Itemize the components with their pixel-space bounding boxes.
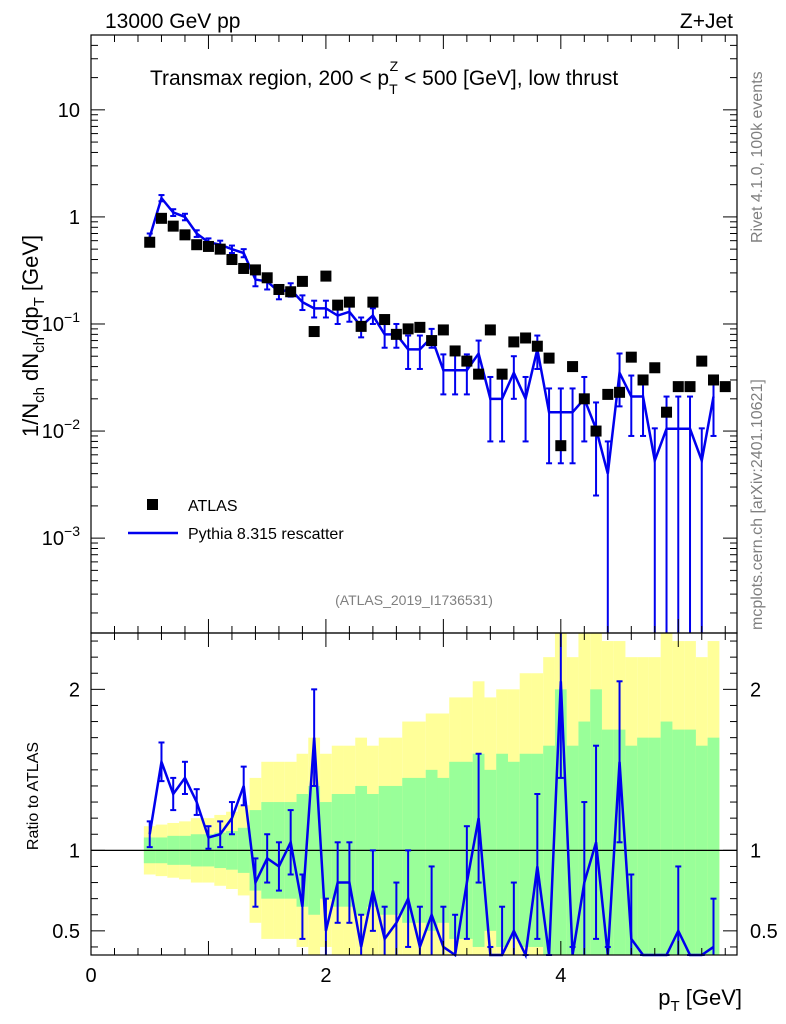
atlas-data-point xyxy=(179,229,191,241)
ratio-ytick-label-right: 2 xyxy=(750,679,761,701)
ratio-band-inner xyxy=(660,721,673,955)
axes-frames: 0 2 4 10−3 10−2 10−1 1 10 0.5 0.5 1 1 2 2 xyxy=(42,34,778,987)
ratio-ytick-label: 0.5 xyxy=(52,921,80,943)
atlas-data-point xyxy=(520,332,532,344)
atlas-data-point xyxy=(719,381,731,393)
atlas-data-point xyxy=(637,374,649,386)
atlas-data-point xyxy=(672,381,684,393)
atlas-data-point xyxy=(226,254,238,266)
atlas-data-point xyxy=(249,264,261,276)
atlas-data-point xyxy=(649,362,661,374)
legend: ATLAS Pythia 8.315 rescatter xyxy=(128,498,344,543)
rivet-label: Rivet 4.1.0, 100k events xyxy=(749,71,766,243)
main-ytick-label: 10−2 xyxy=(42,416,80,443)
ratio-band-inner xyxy=(684,729,696,955)
atlas-data-point xyxy=(379,314,391,326)
atlas-data-point xyxy=(390,328,402,340)
atlas-data-point xyxy=(461,355,473,367)
atlas-data-point xyxy=(578,393,590,405)
title-part2: < 500 [GeV], low thrust xyxy=(398,67,618,90)
atlas-data-point xyxy=(590,425,602,437)
main-ylabel: 1/Nch dNch/dpT [GeV] xyxy=(18,235,48,437)
mcplots-label: mcplots.cern.ch [arXiv:2401.10621] xyxy=(749,379,766,630)
atlas-data-point xyxy=(355,320,367,332)
atlas-data-point xyxy=(273,283,285,295)
xtick-label: 4 xyxy=(555,965,566,987)
atlas-data-point xyxy=(202,240,214,252)
atlas-data-point xyxy=(567,361,579,373)
atlas-data-point xyxy=(144,236,156,248)
atlas-data-point xyxy=(155,212,167,224)
main-ytick-label: 10−3 xyxy=(42,523,80,550)
ratio-band-inner xyxy=(648,737,661,955)
process-label: Z+Jet xyxy=(680,10,733,33)
atlas-data-point xyxy=(473,368,485,380)
atlas-data-point xyxy=(285,286,297,298)
main-ytick-label: 1 xyxy=(69,207,80,229)
legend-atlas-label: ATLAS xyxy=(188,498,238,515)
atlas-data-point xyxy=(308,326,320,338)
atlas-data-point xyxy=(484,324,496,336)
main-ytick-label: 10−1 xyxy=(42,309,80,336)
atlas-data-point xyxy=(684,381,696,393)
ratio-ytick-label-right: 1 xyxy=(750,840,761,862)
atlas-data-point xyxy=(296,275,308,287)
title-sup: Z xyxy=(390,58,399,74)
atlas-data-point xyxy=(508,336,520,348)
ratio-band-inner xyxy=(601,729,614,955)
ratio-band-inner xyxy=(707,737,720,955)
atlas-data-point xyxy=(555,440,567,452)
atlas-data-point xyxy=(167,220,179,232)
legend-atlas-marker xyxy=(147,499,158,510)
atlas-data-point xyxy=(343,296,355,308)
region-title: Transmax region, 200 < pTZ < 500 [GeV], … xyxy=(150,58,618,97)
legend-mc-label: Pythia 8.315 rescatter xyxy=(188,526,344,543)
ratio-ytick-label: 2 xyxy=(69,679,80,701)
atlas-data-point xyxy=(426,335,438,347)
atlas-data-point xyxy=(614,386,626,398)
xtick-label: 2 xyxy=(320,965,331,987)
atlas-data-point xyxy=(402,323,414,335)
analysis-id: (ATLAS_2019_I1736531) xyxy=(335,592,493,608)
atlas-data-point xyxy=(602,388,614,400)
title-part1: Transmax region, 200 < p xyxy=(150,67,389,90)
atlas-data-point xyxy=(414,321,426,333)
atlas-data-point xyxy=(238,262,250,274)
xlabel: pT [GeV] xyxy=(658,985,742,1015)
atlas-data-layer xyxy=(144,212,731,452)
mc-series-layer xyxy=(146,194,717,960)
xtick-label: 0 xyxy=(85,965,96,987)
atlas-data-point xyxy=(661,406,673,418)
atlas-data-point xyxy=(437,324,449,336)
atlas-data-point xyxy=(496,368,508,380)
atlas-data-point xyxy=(696,355,708,367)
atlas-data-point xyxy=(543,352,555,364)
main-frame xyxy=(90,34,738,634)
atlas-data-point xyxy=(531,340,543,352)
atlas-data-point xyxy=(261,272,273,284)
ratio-frame xyxy=(90,632,738,956)
ratio-ytick-label: 1 xyxy=(69,840,80,862)
ratio-band-inner xyxy=(554,689,567,955)
title-sub: T xyxy=(389,81,398,97)
energy-label: 13000 GeV pp xyxy=(105,10,240,33)
atlas-data-point xyxy=(214,243,226,255)
atlas-data-point xyxy=(625,351,637,363)
ratio-band-inner xyxy=(637,737,649,955)
ratio-ytick-label-right: 0.5 xyxy=(750,921,778,943)
atlas-data-point xyxy=(449,345,461,357)
atlas-data-point xyxy=(708,374,720,386)
atlas-data-point xyxy=(320,270,332,282)
ratio-ylabel: Ratio to ATLAS xyxy=(25,742,42,850)
atlas-data-point xyxy=(332,299,344,311)
atlas-data-point xyxy=(367,296,379,308)
main-ytick-label: 10 xyxy=(58,100,80,122)
atlas-data-point xyxy=(191,239,203,251)
ratio-band-inner xyxy=(672,729,685,955)
